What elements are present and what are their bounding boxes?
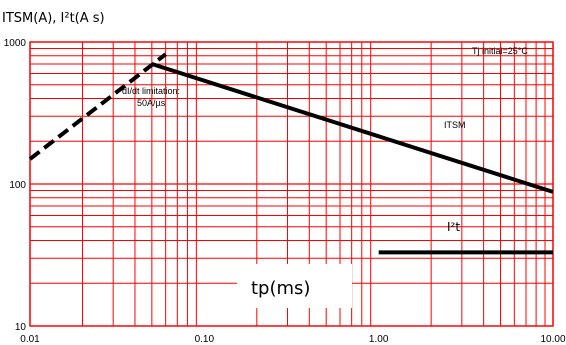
x-label-box xyxy=(237,264,352,308)
itsm-series-label: ITSM xyxy=(444,120,466,130)
y-tick-label: 10 xyxy=(15,322,27,333)
plot-frame xyxy=(29,41,554,327)
tick-labels: 0.01 0.10 1.00 10.00 1000 100 10 xyxy=(4,38,566,345)
i2t-series-label: I²t xyxy=(447,220,460,234)
series-line-2 xyxy=(28,52,167,161)
y-tick-label: 100 xyxy=(9,180,26,191)
grid xyxy=(29,41,554,327)
didt-note-line2: 50A/µs xyxy=(137,98,166,108)
y-tick-label: 1000 xyxy=(4,38,27,49)
x-tick-label: 0.10 xyxy=(195,334,215,345)
chart-title: ITSM(A), I²t(A s) xyxy=(2,11,105,26)
tj-initial-note: Tj initial=25°C xyxy=(472,46,528,56)
x-tick-label: 1.00 xyxy=(369,334,389,345)
x-tick-label: 0.01 xyxy=(20,334,40,345)
series-layer xyxy=(28,52,554,255)
x-tick-label: 10.00 xyxy=(540,334,565,345)
series-line-1 xyxy=(151,62,554,194)
didt-note-line1: dI/dt limitation: xyxy=(122,86,180,96)
x-axis-label: tp(ms) xyxy=(251,278,310,299)
